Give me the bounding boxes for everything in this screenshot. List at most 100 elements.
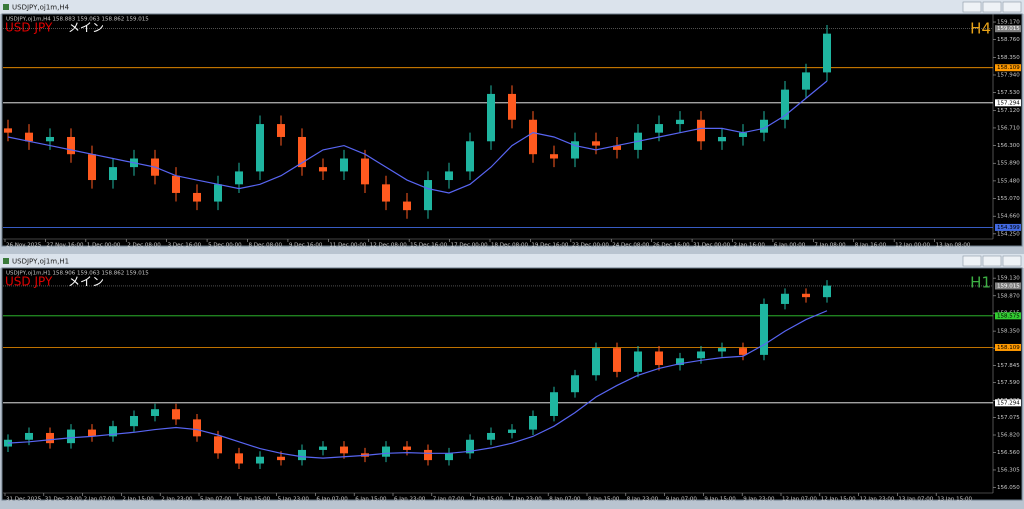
y-tick-label: 156.560 [997, 450, 1020, 456]
x-tick-label: 8 Jan 16:00 [855, 243, 887, 249]
candle-body [319, 167, 327, 172]
x-tick-label: 8 Jan 07:00 [549, 497, 581, 503]
window-minimize-button[interactable] [962, 1, 982, 13]
candle-body [739, 132, 747, 137]
window-minimize-button[interactable] [962, 255, 982, 267]
candle-body [424, 180, 432, 211]
y-tick-label: 155.480 [997, 178, 1020, 184]
x-tick-label: 31 Dec 2025 [6, 497, 42, 503]
candle-body [67, 429, 75, 444]
window-restore-button[interactable] [982, 1, 1002, 13]
candle-body [571, 375, 579, 393]
candle-body [46, 136, 54, 142]
x-tick-label: 12 Dec 08:00 [370, 243, 407, 249]
candle-body [172, 175, 180, 193]
candle-body [655, 351, 663, 366]
x-tick-label: 12 Jan 23:00 [860, 497, 895, 503]
candle-body [172, 409, 180, 420]
symbol: USD JPY [5, 21, 53, 35]
x-tick-label: 7 Jan 23:00 [510, 497, 542, 503]
candle-body [25, 132, 33, 142]
window-titlebar [0, 254, 1024, 268]
level-label: 158.109 [997, 65, 1020, 71]
y-tick-label: 156.305 [997, 467, 1020, 473]
x-tick-label: 2 Jan 07:00 [84, 497, 116, 503]
candle-body [739, 348, 747, 355]
current-price-tag [995, 282, 1021, 290]
x-tick-label: 24 Dec 08:00 [612, 243, 649, 249]
x-tick-label: 5 Dec 00:00 [208, 243, 242, 249]
y-tick-label: 156.820 [997, 433, 1020, 439]
y-tick-label: 157.940 [997, 72, 1020, 78]
candle-body [508, 429, 516, 433]
x-tick-label: 26 Dec 16:00 [653, 243, 690, 249]
window-restore-button[interactable] [982, 255, 1002, 267]
x-tick-label: 1 Dec 00:00 [87, 243, 121, 249]
x-tick-label: 17 Dec 00:00 [451, 243, 488, 249]
y-tick-label: 157.530 [997, 90, 1020, 96]
level-label: 158.109 [997, 345, 1020, 351]
y-tick-label: 158.350 [997, 55, 1020, 61]
x-tick-label: 2 Jan 23:00 [161, 497, 193, 503]
x-tick-label: 9 Jan 15:00 [704, 497, 736, 503]
x-tick-label: 2 Jan 15:00 [122, 497, 154, 503]
candle-body [256, 124, 264, 172]
candle-body [403, 446, 411, 450]
x-tick-label: 3 Dec 16:00 [168, 243, 202, 249]
candle-body [403, 201, 411, 211]
x-tick-label: 13 Jan 15:00 [937, 497, 972, 503]
candle-body [802, 72, 810, 90]
candle-body [25, 432, 33, 440]
candle-body [424, 449, 432, 461]
candle-body [655, 124, 663, 133]
y-tick-label: 158.760 [997, 37, 1020, 43]
candle-body [781, 89, 789, 120]
window-close-button[interactable] [1002, 1, 1022, 13]
x-tick-label: 13 Jan 08:00 [936, 243, 971, 249]
level-tag [995, 64, 1021, 72]
candle-body [529, 415, 537, 430]
y-tick-label: 155.890 [997, 161, 1020, 167]
candle-body [130, 415, 138, 427]
x-tick-label: 6 Jan 15:00 [355, 497, 387, 503]
x-tick-label: 8 Dec 08:00 [249, 243, 283, 249]
candle-body [487, 432, 495, 440]
candle-body [571, 141, 579, 159]
candle-body [550, 154, 558, 159]
x-tick-label: 18 Dec 08:00 [491, 243, 528, 249]
candle-body [193, 192, 201, 202]
candle-body [529, 119, 537, 155]
x-tick-label: 12 Jan 07:00 [782, 497, 817, 503]
y-tick-label: 155.070 [997, 196, 1020, 202]
level-label: 157.294 [997, 400, 1020, 406]
window-close-button[interactable] [1002, 255, 1022, 267]
candle-body [634, 351, 642, 372]
candle-body [760, 303, 768, 355]
x-tick-label: 5 Jan 15:00 [239, 497, 271, 503]
current-price-label: 159.015 [997, 283, 1020, 289]
candle-body [466, 141, 474, 172]
candle-body [340, 446, 348, 454]
candle-body [214, 184, 222, 202]
y-tick-label: 158.870 [997, 293, 1020, 299]
candle-body [592, 348, 600, 376]
x-tick-label: 19 Dec 16:00 [531, 243, 568, 249]
current-price-tag [995, 25, 1021, 33]
x-tick-label: 13 Jan 07:00 [898, 497, 933, 503]
y-tick-label: 157.845 [997, 363, 1020, 369]
candle-body [802, 293, 810, 298]
level-tag [995, 343, 1021, 351]
candle-body [109, 167, 117, 181]
x-tick-label: 12 Jan 15:00 [821, 497, 856, 503]
candle-body [781, 293, 789, 304]
y-tick-label: 156.300 [997, 143, 1020, 149]
level-tag [995, 312, 1021, 320]
candle-body [466, 439, 474, 454]
candle-body [676, 358, 684, 366]
x-tick-label: 7 Jan 15:00 [472, 497, 504, 503]
candle-body [4, 128, 12, 133]
candle-body [445, 453, 453, 461]
x-tick-label: 7 Jan 08:00 [814, 243, 846, 249]
